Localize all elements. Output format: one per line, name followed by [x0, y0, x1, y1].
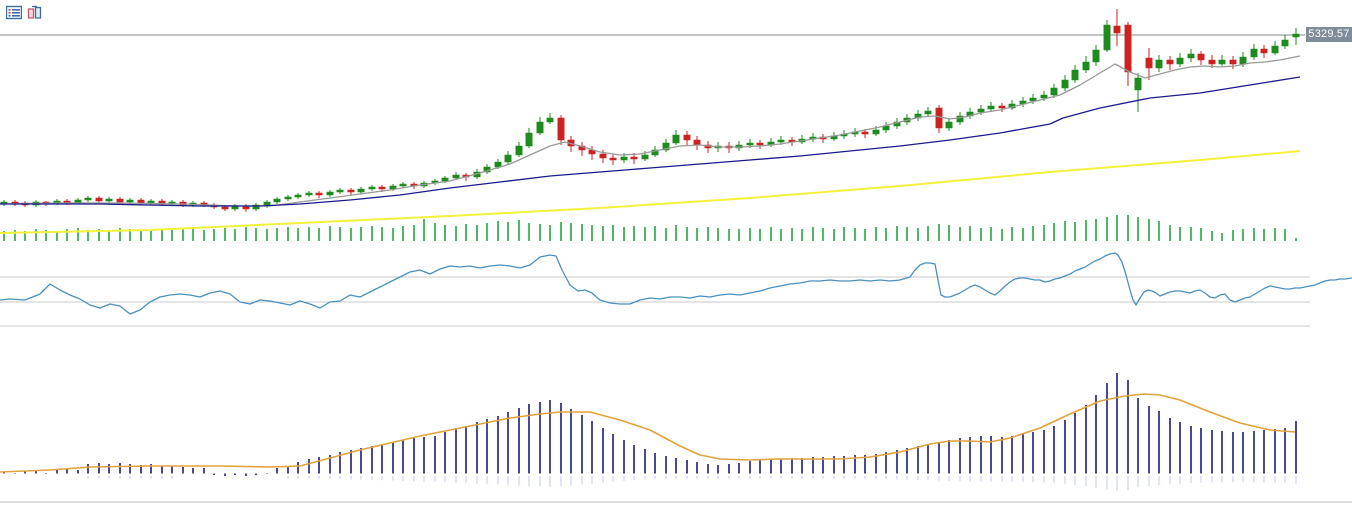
candle-body — [546, 117, 554, 123]
candle-body — [1155, 59, 1163, 69]
ma-long-yellow — [0, 150, 1301, 234]
candle-body — [683, 134, 691, 141]
candle-body — [1029, 97, 1037, 102]
candle-body — [137, 199, 145, 204]
candle-body — [105, 198, 113, 202]
candle-body — [1229, 59, 1237, 65]
candle-body — [620, 156, 628, 161]
candle-body — [651, 149, 659, 156]
candle-body — [945, 121, 953, 129]
candle-body — [998, 105, 1006, 109]
candle-body — [641, 154, 649, 160]
candle-body — [693, 139, 701, 146]
candle-body — [1071, 69, 1079, 81]
candle-body — [273, 198, 281, 203]
candle-body — [987, 105, 995, 110]
candle-body — [1218, 59, 1226, 65]
candle-body — [746, 142, 754, 146]
candle-body — [525, 132, 533, 147]
candle-body — [378, 186, 386, 190]
candle-body — [1260, 48, 1268, 54]
candle-body — [1250, 48, 1258, 58]
candle-body — [536, 121, 544, 134]
candle-body — [284, 196, 292, 200]
candle-body — [977, 108, 985, 113]
candle-body — [1113, 25, 1121, 34]
candle-body — [1134, 77, 1142, 91]
candle-body — [1092, 49, 1100, 63]
candle-body — [116, 198, 124, 203]
candle-body — [1292, 33, 1300, 38]
candle-body — [315, 192, 323, 196]
candle-body — [336, 189, 344, 193]
chart-layout-icon[interactable] — [27, 5, 43, 20]
candle-body — [84, 197, 92, 201]
candle-body — [305, 192, 313, 196]
candle-body — [368, 186, 376, 190]
candle-body — [1103, 24, 1111, 51]
candle-body — [557, 117, 565, 141]
candle-body — [252, 204, 260, 210]
candle-body — [1145, 57, 1153, 69]
candle-body — [924, 110, 932, 115]
candle-body — [452, 174, 460, 179]
candle-body — [609, 157, 617, 161]
candle-body — [504, 154, 512, 163]
candle-body — [1040, 94, 1048, 99]
candle-body — [662, 142, 670, 151]
candle-body — [399, 183, 407, 187]
candle-body — [1166, 59, 1174, 65]
candle-body — [1197, 53, 1205, 61]
candle-body — [672, 134, 680, 144]
candle-body — [294, 194, 302, 198]
candle-body — [357, 188, 365, 193]
candle-body — [861, 131, 869, 135]
candle-body — [756, 142, 764, 146]
candle-body — [515, 145, 523, 156]
candle-body — [872, 129, 880, 135]
ma-fast-gray — [0, 55, 1301, 207]
candle-body — [956, 115, 964, 123]
data-list-icon[interactable] — [6, 5, 22, 20]
candle-body — [1281, 39, 1289, 47]
candle-body — [1082, 61, 1090, 71]
last-price-badge: 5329.57 — [1306, 27, 1352, 42]
candle-body — [263, 201, 271, 206]
candle-body — [147, 200, 155, 204]
candle-body — [326, 191, 334, 196]
candle-body — [1271, 45, 1279, 54]
candle-body — [126, 199, 134, 203]
candle-body — [1176, 57, 1184, 65]
candle-body — [347, 189, 355, 193]
candle-body — [630, 156, 638, 160]
macd-signal-line — [0, 393, 1296, 473]
candle-body — [1050, 87, 1058, 96]
candle-body — [599, 153, 607, 159]
chart-toolbar — [6, 5, 43, 20]
candle-body — [221, 206, 229, 210]
oscillator-line — [0, 252, 1352, 315]
candle-body — [1187, 53, 1195, 59]
ma-slow-navy — [0, 76, 1301, 207]
candle-body — [777, 139, 785, 143]
candle-body — [1239, 56, 1247, 65]
candle-body — [441, 177, 449, 182]
candle-body — [1208, 59, 1216, 65]
candle-body — [95, 197, 103, 202]
candle-body — [1124, 24, 1132, 73]
candle-body — [1061, 79, 1069, 89]
candle-body — [935, 107, 943, 129]
